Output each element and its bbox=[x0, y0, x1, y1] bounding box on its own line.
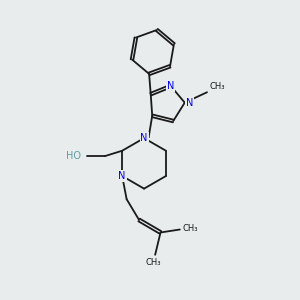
Text: N: N bbox=[167, 81, 175, 91]
Text: N: N bbox=[118, 171, 126, 181]
Text: CH₃: CH₃ bbox=[146, 258, 161, 267]
Text: CH₃: CH₃ bbox=[182, 224, 198, 232]
Text: N: N bbox=[140, 133, 148, 143]
Text: CH₃: CH₃ bbox=[209, 82, 225, 91]
Text: HO: HO bbox=[66, 151, 81, 161]
Text: N: N bbox=[185, 98, 193, 108]
